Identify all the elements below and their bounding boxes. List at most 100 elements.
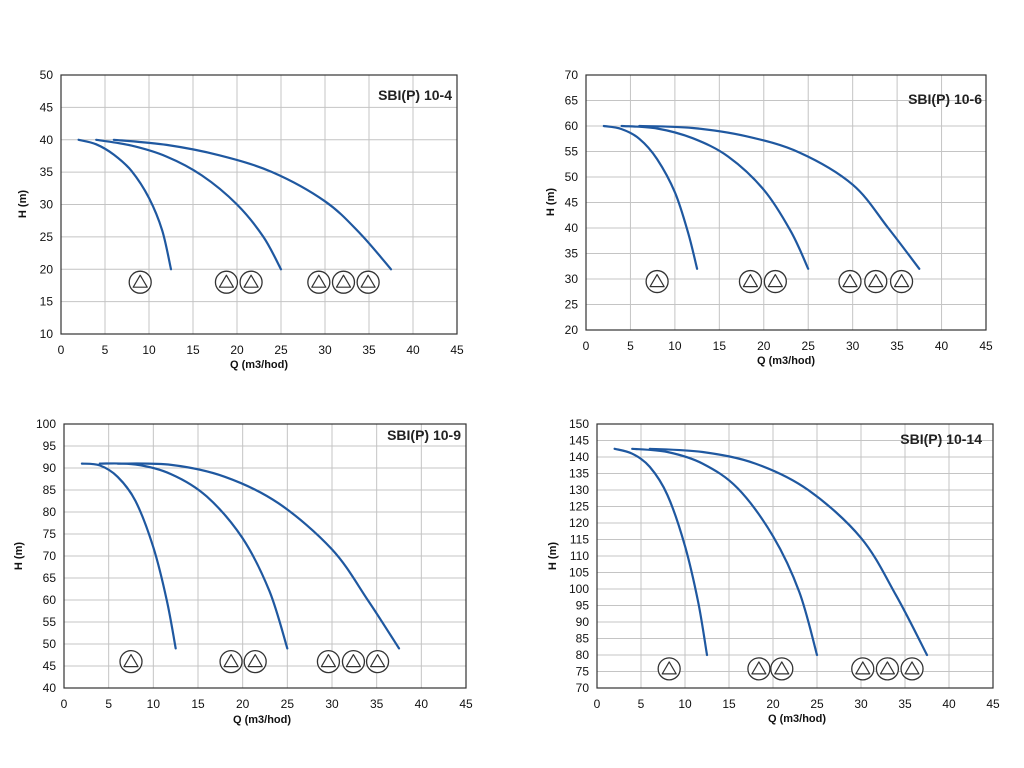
pump-symbol-circle bbox=[657, 657, 681, 681]
x-tick-label: 40 bbox=[935, 339, 949, 353]
x-tick-label: 5 bbox=[102, 343, 109, 357]
y-tick-label: 115 bbox=[570, 533, 589, 547]
chart-title: SBI(P) 10-9 bbox=[387, 427, 461, 443]
y-tick-label: 35 bbox=[565, 247, 579, 261]
chart-sbip-10-9: SBI(P) 10-9 Q (m3/hod) H (m) 0 5 10 15 20 25 3… bbox=[13, 417, 473, 726]
y-tick-label: 50 bbox=[40, 68, 54, 82]
pump-symbol-circle bbox=[214, 270, 239, 294]
pump-symbol-circle bbox=[900, 657, 924, 681]
x-tick-label: 0 bbox=[594, 697, 601, 711]
pump-symbol-triangle bbox=[123, 653, 139, 668]
y-tick-label: 20 bbox=[40, 262, 54, 276]
x-tick-label: 20 bbox=[236, 697, 250, 711]
pump-symbol-triangle bbox=[360, 274, 376, 288]
pump-symbol-icon bbox=[341, 649, 366, 674]
x-tick-label: 15 bbox=[722, 697, 736, 711]
x-tick-label: 20 bbox=[766, 697, 780, 711]
y-tick-label: 90 bbox=[576, 615, 590, 629]
x-tick-label: 15 bbox=[191, 697, 205, 711]
pump-symbol-icon bbox=[219, 649, 243, 674]
pump-symbol-icon bbox=[239, 270, 263, 294]
pump-symbol-icon bbox=[875, 657, 900, 681]
pump-symbol-triangle bbox=[335, 274, 352, 288]
pump-symbol-triangle bbox=[774, 661, 790, 675]
y-tick-label: 125 bbox=[569, 500, 589, 514]
x-tick-label: 10 bbox=[668, 339, 682, 353]
x-tick-label: 45 bbox=[979, 339, 993, 353]
pump-symbol-triangle bbox=[767, 274, 783, 288]
performance-curve-2 bbox=[620, 124, 810, 270]
pump-symbol-icon bbox=[243, 649, 267, 674]
x-tick-label: 10 bbox=[147, 697, 161, 711]
pump-symbol-circle bbox=[243, 649, 267, 674]
y-tick-label: 25 bbox=[40, 230, 54, 244]
chart-sbip-10-4: SBI(P) 10-4 Q (m3/hod) H (m) 0 5 10 15 20 25 3… bbox=[17, 68, 464, 371]
performance-curve-3 bbox=[112, 138, 393, 271]
y-tick-label: 45 bbox=[40, 100, 54, 114]
y-tick-label: 65 bbox=[43, 571, 57, 585]
y-tick-label: 30 bbox=[40, 198, 54, 212]
pump-symbol-triangle bbox=[311, 274, 327, 288]
y-tick-label: 55 bbox=[565, 145, 579, 159]
pump-symbol-icon bbox=[770, 657, 794, 681]
performance-curve-2 bbox=[95, 138, 283, 271]
y-tick-label: 35 bbox=[40, 165, 54, 179]
x-tick-label: 15 bbox=[713, 339, 727, 353]
x-tick-label: 0 bbox=[58, 343, 65, 357]
pump-symbol-circle bbox=[770, 657, 794, 681]
x-tick-label: 20 bbox=[230, 343, 244, 357]
pump-symbol-triangle bbox=[742, 274, 759, 288]
y-tick-label: 40 bbox=[43, 681, 57, 695]
y-tick-label: 70 bbox=[43, 549, 57, 563]
pump-symbol-icon bbox=[889, 269, 914, 294]
pump-symbol-icon bbox=[738, 269, 763, 294]
pump-symbol-triangle bbox=[345, 653, 361, 668]
pump-symbol-circle bbox=[763, 269, 787, 294]
pump-symbol-triangle bbox=[218, 274, 234, 288]
performance-curve-1 bbox=[80, 462, 177, 650]
x-tick-label: 35 bbox=[362, 343, 376, 357]
y-tick-label: 10 bbox=[40, 327, 54, 341]
y-tick-label: 70 bbox=[576, 681, 590, 695]
plot-layer: 0 5 10 15 20 25 30 35 40 45 10 15 20 25 30 35 40 45 50 bbox=[40, 68, 464, 357]
x-tick-label: 5 bbox=[105, 697, 112, 711]
pump-symbol-circle bbox=[738, 269, 763, 294]
plot-frame bbox=[596, 423, 994, 689]
x-tick-label: 25 bbox=[274, 343, 288, 357]
y-axis-title: H (m) bbox=[13, 542, 25, 570]
x-tick-label: 30 bbox=[318, 343, 332, 357]
pump-symbol-triangle bbox=[842, 274, 858, 288]
x-tick-label: 35 bbox=[890, 339, 904, 353]
y-tick-label: 145 bbox=[569, 434, 589, 448]
pump-symbol-triangle bbox=[320, 653, 336, 668]
x-tick-label: 35 bbox=[898, 697, 912, 711]
pump-symbol-icon bbox=[900, 657, 924, 681]
y-tick-label: 90 bbox=[43, 461, 57, 475]
y-tick-label: 20 bbox=[565, 323, 579, 337]
pump-symbol-icon bbox=[851, 657, 875, 681]
chart-title: SBI(P) 10-4 bbox=[378, 87, 452, 103]
pump-symbol-icon bbox=[838, 269, 862, 294]
x-tick-label: 25 bbox=[281, 697, 295, 711]
y-tick-label: 30 bbox=[565, 272, 579, 286]
pump-symbol-triangle bbox=[868, 274, 884, 288]
x-tick-label: 25 bbox=[802, 339, 816, 353]
pump-symbol-icon bbox=[763, 269, 787, 294]
pump-symbol-icon bbox=[119, 649, 143, 674]
y-tick-label: 110 bbox=[570, 549, 589, 563]
pump-symbol-triangle bbox=[751, 661, 767, 675]
y-tick-label: 45 bbox=[43, 659, 57, 673]
x-tick-label: 0 bbox=[583, 339, 590, 353]
x-tick-label: 30 bbox=[854, 697, 868, 711]
x-tick-label: 35 bbox=[370, 697, 384, 711]
gridlines bbox=[596, 423, 994, 689]
pump-symbol-triangle bbox=[370, 653, 386, 668]
x-tick-label: 30 bbox=[846, 339, 860, 353]
performance-curve-1 bbox=[77, 138, 173, 271]
x-tick-label: 20 bbox=[757, 339, 771, 353]
chart-sbip-10-14: SBI(P) 10-14 Q (m3/hod) H (m) 0 5 10 15 20 25… bbox=[547, 417, 1000, 725]
y-tick-label: 85 bbox=[43, 483, 57, 497]
pump-symbol-circle bbox=[239, 270, 263, 294]
pump-symbol-icon bbox=[316, 649, 341, 674]
plot-layer: 0 5 10 15 20 25 30 35 40 45 40 45 50 55 60 65 70 75 80 85 90… bbox=[36, 417, 473, 711]
